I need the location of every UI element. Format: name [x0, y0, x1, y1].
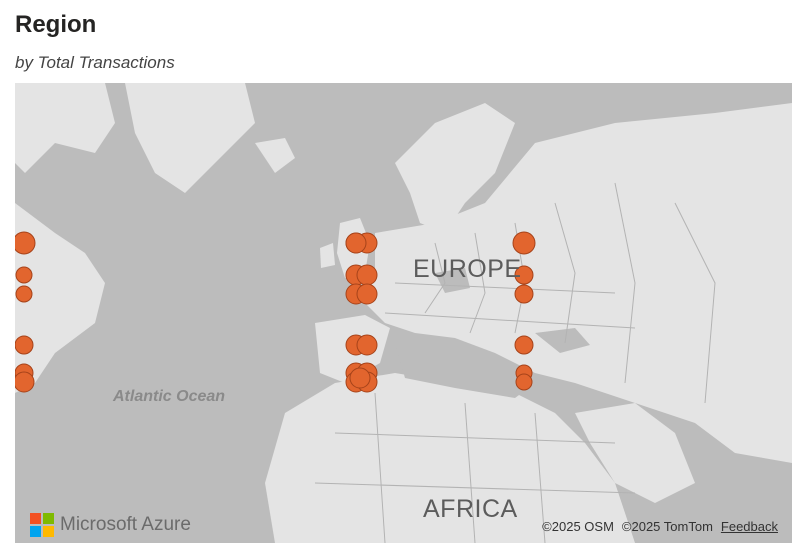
- map-bubble[interactable]: [356, 264, 378, 286]
- map-base: [15, 83, 792, 543]
- map-bubble[interactable]: [515, 373, 533, 391]
- feedback-link[interactable]: Feedback: [720, 519, 778, 534]
- map-canvas[interactable]: EUROPE AFRICA Atlantic Ocean Microsoft A…: [15, 83, 792, 543]
- map-bubble[interactable]: [345, 232, 367, 254]
- map-bubble[interactable]: [15, 371, 35, 393]
- map-bubble[interactable]: [15, 335, 34, 355]
- map-bubble[interactable]: [15, 285, 33, 303]
- map-bubble[interactable]: [356, 334, 378, 356]
- label-atlantic-ocean: Atlantic Ocean: [113, 388, 226, 405]
- map-bubble[interactable]: [349, 367, 371, 389]
- map-bubble[interactable]: [514, 335, 534, 355]
- logo-text: Microsoft Azure: [60, 514, 191, 535]
- map-bubble[interactable]: [512, 231, 536, 255]
- map-bubble[interactable]: [514, 284, 534, 304]
- bubble-layer: [15, 231, 536, 393]
- label-europe: EUROPE: [413, 255, 522, 283]
- map-attribution: ©2025 OSM ©2025 TomTom Feedback: [542, 519, 778, 534]
- visual-title: Region: [15, 11, 97, 38]
- map-bubble[interactable]: [15, 266, 33, 284]
- visual-subtitle: by Total Transactions: [15, 53, 175, 72]
- map-bubble[interactable]: [356, 283, 378, 305]
- map-bubble[interactable]: [15, 231, 36, 255]
- attribution-osm: ©2025 OSM: [542, 519, 614, 534]
- microsoft-logo-icon: [30, 513, 54, 537]
- attribution-tomtom: ©2025 TomTom: [621, 519, 713, 534]
- map-bubble[interactable]: [514, 265, 534, 285]
- label-africa: AFRICA: [423, 495, 518, 523]
- microsoft-azure-logo: Microsoft Azure: [30, 513, 191, 537]
